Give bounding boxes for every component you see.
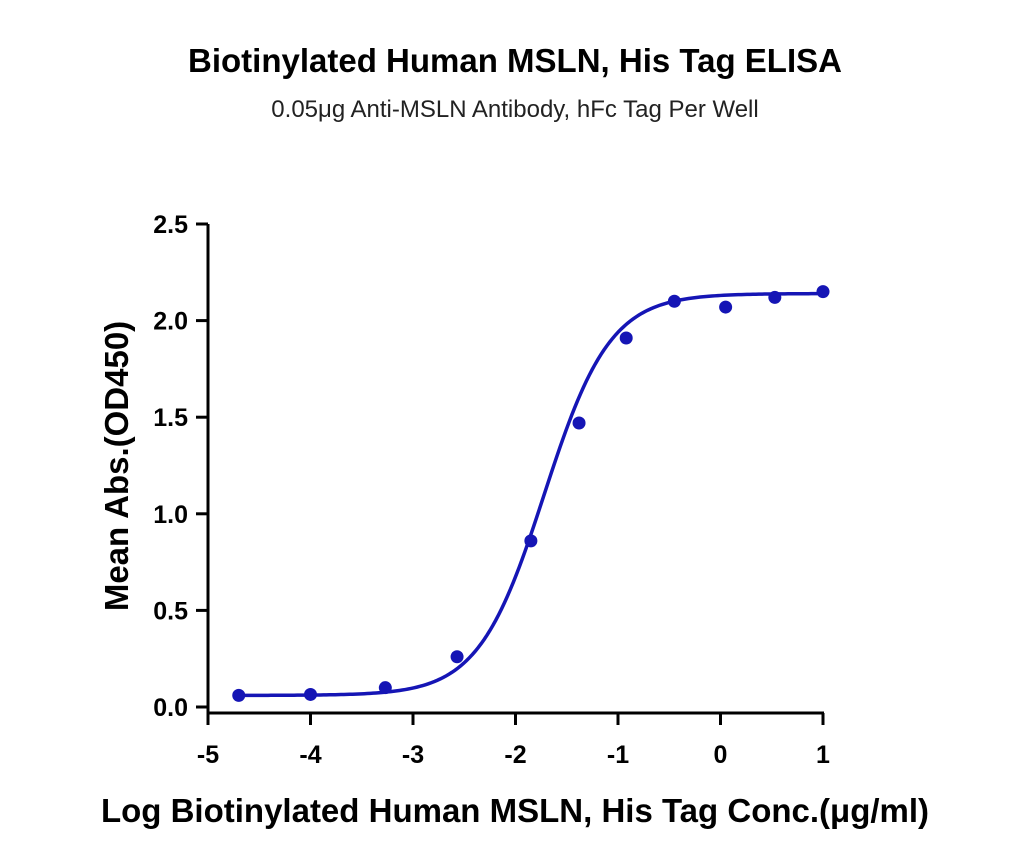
y-tick-label: 0.5 <box>153 597 188 625</box>
data-point <box>304 687 317 701</box>
y-axis-title: Mean Abs.(OD450) <box>98 321 135 611</box>
x-tick-label: 0 <box>714 741 728 769</box>
data-point <box>719 300 733 314</box>
fit-curve-group <box>238 291 824 698</box>
axes: 0.0 0.5 1.0 1.5 2.0 2.5 -5 -4 -3 -2 -1 0 1 <box>153 211 830 769</box>
data-point <box>378 681 392 695</box>
fit-curve <box>238 291 824 698</box>
data-point <box>524 534 538 548</box>
x-tick-label: -4 <box>299 741 321 769</box>
x-tick-label: -2 <box>504 741 526 769</box>
x-tick-label: 1 <box>816 741 830 769</box>
y-tick-label: 1.0 <box>153 501 188 529</box>
x-axis-title: Log Biotinylated Human MSLN, His Tag Con… <box>101 792 929 829</box>
y-tick-label: 2.0 <box>153 308 188 336</box>
x-tick-label: -5 <box>197 741 219 769</box>
y-tick-label: 1.5 <box>153 404 188 432</box>
data-points <box>232 285 830 702</box>
data-point <box>619 331 633 345</box>
data-point <box>450 650 464 664</box>
data-point <box>667 294 681 308</box>
y-tick-label: 2.5 <box>153 211 188 239</box>
data-point <box>816 285 830 299</box>
data-point <box>232 688 246 702</box>
chart-title: Biotinylated Human MSLN, His Tag ELISA <box>188 42 842 79</box>
data-point <box>572 416 586 430</box>
chart-subtitle: 0.05μg Anti-MSLN Antibody, hFc Tag Per W… <box>271 96 759 123</box>
x-tick-label: -1 <box>607 741 629 769</box>
x-tick-label: -3 <box>402 741 424 769</box>
y-tick-label: 0.0 <box>153 694 188 722</box>
data-point <box>768 290 782 304</box>
